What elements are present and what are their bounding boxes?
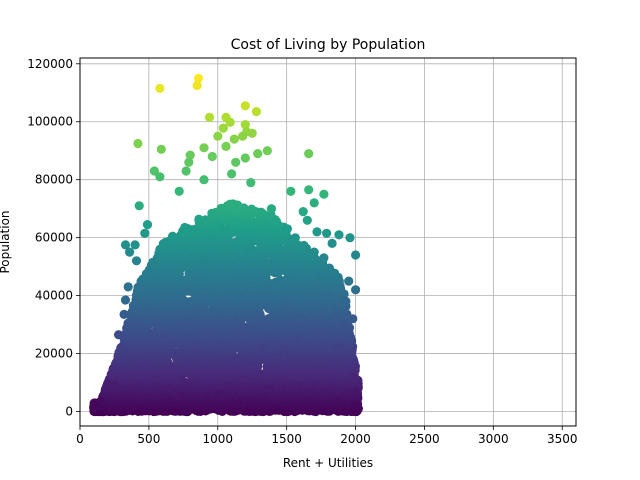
data-points xyxy=(89,73,363,417)
